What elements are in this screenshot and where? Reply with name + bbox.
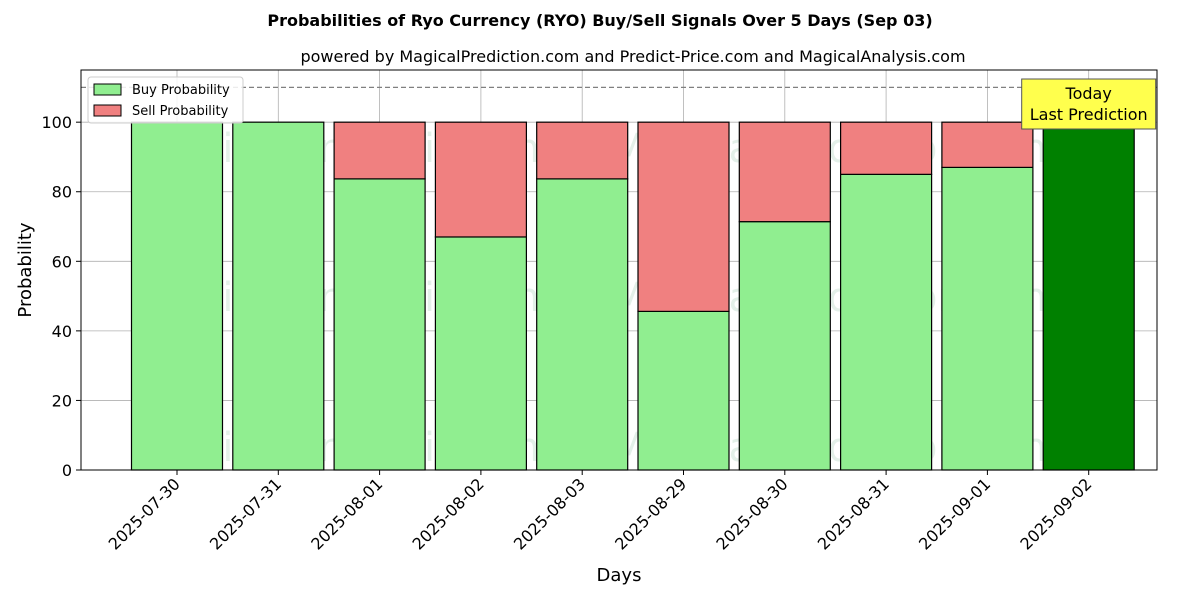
bars [130,121,1135,471]
chart-title: Probabilities of Ryo Currency (RYO) Buy/… [267,11,932,30]
sell-bar [333,121,426,180]
legend: Buy Probability Sell Probability [87,76,244,124]
sell-bar [434,121,527,238]
sell-bar [839,121,933,175]
sell-bar [738,121,831,223]
buy-bar [130,121,224,471]
buy-bar [434,236,527,471]
chart-subtitle: powered by MagicalPrediction.com and Pre… [300,47,965,66]
x-tick-label: 2025-09-02 [1016,474,1095,553]
today-annotation: Today Last Prediction [1021,78,1157,130]
x-tick-label: 2025-08-02 [409,474,488,553]
y-tick-label: 80 [52,183,72,202]
buy-bar [637,310,730,471]
sell-bar [536,121,629,180]
annotation-box [1021,78,1157,130]
buy-bar [232,121,325,471]
legend-label: Sell Probability [132,104,229,119]
sell-bar [941,121,1034,168]
x-tick-label: 2025-08-03 [510,474,589,553]
y-axis: 0 20 40 60 80 100 [41,113,81,480]
buy-bar [333,178,426,471]
y-tick-label: 20 [52,391,72,410]
legend-swatch [93,104,122,117]
x-tick-label: 2025-09-01 [915,474,994,553]
annotation-text: Today [1065,84,1112,103]
annotation-text: Last Prediction [1030,105,1148,124]
buy-bar [839,173,933,471]
buy-bar [738,221,831,471]
x-tick-label: 2025-07-30 [105,474,184,553]
x-tick-label: 2025-08-29 [611,474,690,553]
sell-bar [637,121,730,312]
legend-box [87,76,244,124]
y-axis-label: Probability [15,222,36,317]
x-tick-label: 2025-08-30 [712,474,791,553]
legend-swatch [93,83,122,96]
buy-bar [536,178,629,471]
buy-bar [1042,121,1135,471]
y-tick-label: 100 [41,113,72,132]
x-tick-label: 2025-08-31 [814,474,893,553]
x-axis: 2025-07-30 2025-07-31 2025-08-01 2025-08-02… [105,470,1096,554]
plot-frame [80,69,1158,471]
y-tick-label: 0 [62,461,72,480]
x-tick-label: 2025-08-01 [307,474,386,553]
buy-bar [941,166,1034,471]
x-tick-label: 2025-07-31 [206,474,285,553]
x-axis-label: Days [597,565,642,586]
legend-label: Buy Probability [132,83,230,98]
y-tick-label: 60 [52,252,72,271]
y-tick-label: 40 [52,322,72,341]
